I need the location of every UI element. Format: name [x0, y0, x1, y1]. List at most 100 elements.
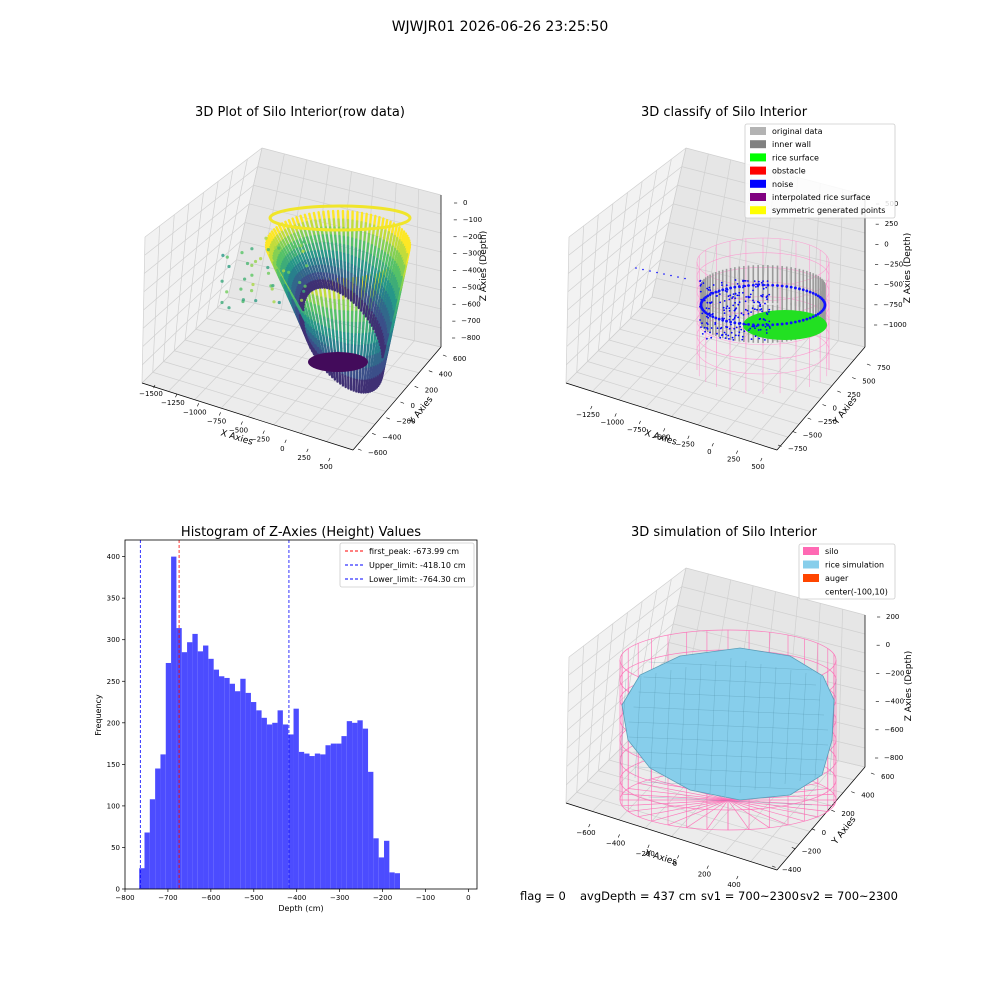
- simulation-3d-plot: 3D simulation of Silo Interior −600−400−…: [565, 525, 914, 889]
- classify-noise-point: [721, 284, 723, 286]
- raw-point-stripe: [269, 245, 276, 255]
- histogram-bar: [197, 651, 204, 889]
- classify-plot-title: 3D classify of Silo Interior: [641, 105, 808, 120]
- simulation-z-tick-label: 0: [886, 641, 890, 649]
- raw-point-stripe: [290, 250, 297, 260]
- raw-point-stripe: [372, 317, 377, 331]
- simulation-z-tick-label: 200: [886, 613, 899, 621]
- classify-x-tick-label: −250: [675, 441, 694, 449]
- classify-noise-point: [814, 314, 818, 317]
- raw-point-stripe: [298, 302, 305, 312]
- raw-point-stripe: [380, 318, 386, 332]
- raw-x-tick-mark: [262, 430, 265, 434]
- raw-point-stripe: [325, 272, 330, 283]
- raw-point-stripe: [363, 367, 368, 382]
- histogram-y-tick-label: 50: [111, 844, 120, 852]
- classify-noise-point: [721, 317, 724, 320]
- histogram-y-tick-label: 250: [107, 678, 120, 686]
- classify-legend-label: obstacle: [772, 167, 806, 176]
- classify-noise-point: [759, 305, 762, 307]
- raw-point-stripe: [318, 218, 323, 229]
- histogram-bar: [314, 753, 321, 889]
- raw-point-stripe: [298, 271, 304, 281]
- raw-plot-z-ticks: 0 −100 −200 −300 −400 −500 −600 −700 −800: [452, 199, 482, 342]
- raw-point-stripe: [327, 265, 331, 276]
- raw-point-stripe: [326, 241, 331, 253]
- classify-3d-plot: 3D classify of Silo Interior −1250−1000−…: [565, 105, 913, 471]
- raw-point-stripe: [284, 271, 291, 281]
- raw-point-stripe: [309, 265, 315, 276]
- raw-z-tick-label: −100: [463, 216, 482, 224]
- classify-noise-point: [755, 325, 758, 328]
- histogram-x-tick-label: −800: [115, 894, 134, 902]
- classify-noise-point: [725, 287, 728, 291]
- raw-point-stripe: [365, 320, 369, 335]
- classify-noise-point: [798, 287, 801, 291]
- classify-legend-swatch: [750, 166, 766, 175]
- classify-noise-point: [751, 283, 755, 287]
- raw-point-stripe: [306, 323, 312, 335]
- classify-noise-point: [735, 326, 738, 329]
- raw-point-stripe: [361, 250, 365, 263]
- raw-point-stripe: [283, 258, 290, 267]
- raw-point-stripe: [362, 280, 366, 293]
- classify-noise-point: [801, 288, 805, 292]
- classify-noise-point: [729, 315, 731, 318]
- raw-point-stripe: [327, 279, 331, 290]
- classify-noise-point: [743, 330, 746, 333]
- raw-point-stripe: [370, 366, 375, 381]
- classify-noise-point: [731, 297, 733, 299]
- histogram-bar: [309, 756, 315, 889]
- classify-noise-point: [789, 321, 793, 325]
- classify-legend-swatch: [750, 140, 766, 149]
- raw-point-stripe: [307, 292, 312, 305]
- raw-point: [254, 299, 258, 303]
- classify-noise-point: [732, 318, 734, 321]
- raw-point-stripe: [270, 230, 277, 240]
- raw-point-stripe: [293, 232, 299, 242]
- simulation-plot-y-label: Y Axies: [830, 815, 859, 848]
- raw-point-stripe: [386, 299, 392, 313]
- raw-point-stripe: [384, 266, 390, 280]
- raw-point-stripe: [374, 352, 379, 368]
- raw-point-stripe: [395, 268, 401, 282]
- simulation-y-tick-mark: [791, 847, 796, 850]
- raw-point-stripe: [374, 257, 379, 271]
- raw-x-tick-label: −1000: [183, 408, 207, 416]
- raw-point: [305, 264, 309, 268]
- raw-point-stripe: [367, 332, 371, 347]
- raw-point-stripe: [381, 344, 387, 359]
- raw-point-stripe: [363, 344, 367, 359]
- raw-point-stripe: [306, 330, 312, 342]
- rice-mesh-line: [648, 796, 813, 806]
- raw-x-tick-label: 500: [319, 463, 332, 471]
- raw-point-stripe: [272, 238, 279, 248]
- rice-mesh-line: [709, 660, 717, 794]
- raw-point-stripe: [308, 282, 314, 292]
- classify-noise-point: [732, 304, 735, 307]
- raw-point-stripe: [373, 267, 377, 281]
- raw-point: [220, 279, 224, 283]
- classify-noise-point: [706, 337, 708, 340]
- histogram-bar: [330, 743, 337, 889]
- raw-point-stripe: [300, 292, 307, 302]
- histogram-bar: [155, 768, 161, 889]
- classify-noise-point: [699, 284, 702, 287]
- classify-noise-point: [707, 289, 710, 291]
- histogram-bar: [293, 708, 299, 889]
- raw-point-stripe: [272, 254, 279, 264]
- raw-point-stripe: [314, 344, 319, 356]
- classify-noise-point: [635, 267, 637, 269]
- classify-z-tick-label: −750: [883, 301, 902, 309]
- raw-point-stripe: [313, 303, 318, 316]
- raw-point-stripe: [384, 253, 389, 267]
- classify-legend-label: interpolated rice surface: [772, 193, 870, 202]
- raw-point-stripe: [378, 329, 383, 343]
- histogram-bar: [389, 872, 395, 889]
- raw-point-stripe: [308, 243, 313, 253]
- raw-point-stripe: [383, 307, 388, 321]
- raw-point-stripe: [303, 213, 309, 224]
- classify-z-tick-label: 250: [885, 220, 898, 228]
- raw-point-stripe: [387, 269, 392, 283]
